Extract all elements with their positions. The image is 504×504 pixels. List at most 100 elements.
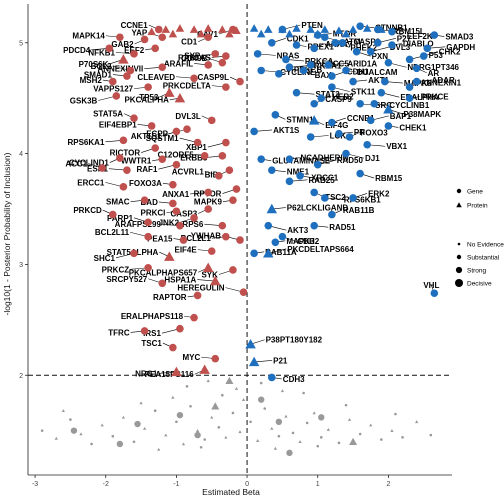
top-cluster-point [249,24,259,32]
point-label: RAF1 [137,165,158,174]
point-label: STAT5A [93,110,123,119]
null-point [291,431,295,435]
labeled-point [338,38,347,47]
labeled-point [154,25,163,34]
point-label: SHC1 [94,254,116,263]
labeled-point [356,22,364,30]
x-tick-label: -2 [103,481,109,488]
labeled-point [130,114,138,122]
point-label: BAD [141,198,159,207]
labeled-point [308,115,320,125]
labeled-point [423,44,432,53]
point-label: ESR1 [87,165,108,174]
labeled-point [190,74,198,83]
null-point-large [318,414,325,421]
x-tick-label: -1 [173,481,179,488]
null-point [100,423,104,427]
labeled-point [366,116,375,125]
label-leader [197,279,216,282]
labeled-point [328,118,336,127]
legend-shape-label: Protein [467,202,488,209]
labeled-point [126,66,135,75]
labeled-point [349,77,357,86]
point-label: SRCPY527 [106,275,147,284]
point-label: MSH2 [80,76,103,85]
null-point [429,433,433,437]
labeled-point [199,364,210,374]
labeled-point [109,210,117,219]
labeled-point [313,160,322,169]
labeled-point [222,138,230,147]
point-label: ANNEXIN1 [421,79,462,88]
labeled-point [328,210,336,219]
null-points [40,376,433,457]
point-label: RBM15 [375,174,403,183]
top-cluster-point [161,25,171,33]
labeled-point [144,83,152,91]
point-label: RAB11B [343,206,375,215]
point-label: ACVRL1 [172,167,205,176]
labeled-point [264,221,273,230]
null-point-large [194,431,201,439]
top-cluster-point [362,24,372,32]
labeled-point [218,152,227,160]
null-point [380,438,383,441]
point-label: SYP [184,51,201,60]
point-label: CLEAVED [137,73,175,82]
labeled-point [218,221,227,230]
point-label: RAB11A [265,248,297,257]
legend-shape-key [456,188,462,194]
labeled-point [171,366,182,377]
point-label: RAPTOR [153,293,187,302]
null-point-large [116,440,124,448]
point-label: AKT1S1 [131,132,162,141]
labeled-point [169,199,177,208]
top-cluster-point [320,25,330,33]
point-label: PDCD4 [63,46,91,55]
legend: Gene Protein No Evidence Substantial Strong D… [455,188,504,287]
labeled-point [144,218,152,227]
labeled-point [384,122,393,130]
null-point [206,379,210,383]
point-label: ERBB3 [180,153,208,162]
point-label: AKT3 [287,226,308,235]
top-cluster-point [348,25,358,33]
labeled-point [190,214,198,222]
labeled-point [317,94,326,102]
null-point [181,442,186,446]
top-cluster-point [341,29,351,38]
labeled-point [236,77,244,86]
labeled-point [130,50,138,58]
top-cluster-point [225,29,234,38]
point-label: SQSTM1 [146,134,179,143]
point-label: EEF2K [407,32,433,41]
null-point [302,391,305,395]
null-point [217,426,221,429]
guide-lines [28,4,452,475]
labeled-point [271,111,280,119]
labeled-point [268,38,276,47]
point-label: CD49B [181,54,207,63]
null-point [79,432,83,436]
labeled-point [263,248,274,258]
point-label: CCNE1 [121,21,149,30]
null-point [241,398,246,401]
point-label: PKCDELTAPS664 [287,245,354,254]
labeled-point [324,61,333,69]
point-label: PRKCDELTA [163,82,211,91]
null-point [153,409,157,413]
point-label: VBX1 [386,142,407,151]
point-label: RPS6KA1 [67,138,104,147]
point-label: CASP3 [171,210,198,219]
point-label: CDK1 [287,34,309,43]
labeled-point [335,129,343,138]
point-label: SYK [201,270,218,279]
null-point [415,420,419,424]
null-point [231,411,235,415]
labeled-point [257,66,266,75]
point-label: RAD51 [329,223,356,232]
y-axis-title: -log10(1 - Posterior Probability of Incl… [2,152,12,315]
point-label: P70S6K [79,60,109,69]
labeled-point [119,183,128,191]
